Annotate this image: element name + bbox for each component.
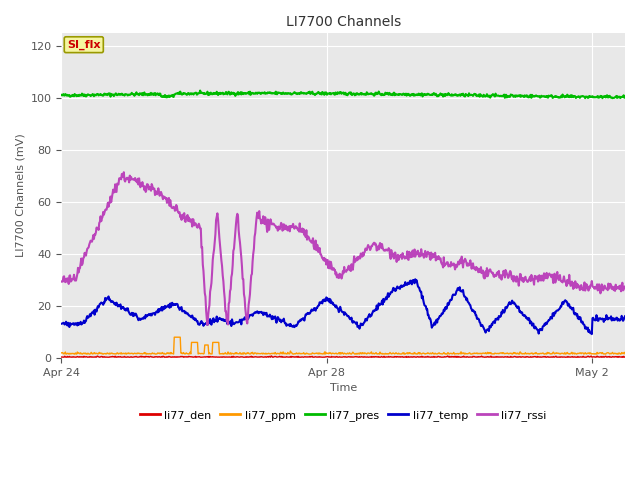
li77_temp [411,280,419,286]
li77_rssi [204,322,211,328]
li77_den [412,354,420,360]
li77_den [193,354,200,360]
li77_pres [394,92,402,98]
li77_ppm [561,351,569,357]
li77_den [502,354,510,360]
li77_ppm [412,350,419,356]
X-axis label: Time: Time [330,383,357,393]
li77_rssi [58,279,65,285]
li77_temp [618,315,626,321]
li77_den [395,354,403,360]
li77_rssi [120,169,127,175]
li77_pres [58,92,65,98]
li77_ppm [502,351,509,357]
Title: LI7700 Channels: LI7700 Channels [285,15,401,29]
Line: li77_temp: li77_temp [61,279,625,334]
li77_pres [119,92,127,97]
li77_rssi [364,242,372,248]
li77_den [268,353,275,359]
li77_rssi [119,174,127,180]
li77_rssi [618,280,626,286]
li77_pres [502,92,509,98]
li77_temp [588,331,596,337]
Line: li77_rssi: li77_rssi [61,172,625,325]
Text: SI_flx: SI_flx [67,39,100,50]
li77_temp [58,321,65,326]
Line: li77_den: li77_den [61,356,625,357]
li77_pres [618,94,626,100]
li77_pres [598,96,606,101]
li77_pres [364,91,371,96]
li77_temp [363,318,371,324]
Y-axis label: LI7700 Channels (mV): LI7700 Channels (mV) [15,133,25,257]
li77_rssi [502,269,510,275]
li77_temp [412,276,419,282]
li77_temp [502,304,509,310]
li77_pres [412,93,419,98]
li77_ppm [394,351,402,357]
li77_rssi [412,250,420,256]
li77_den [119,354,127,360]
li77_den [364,354,372,360]
li77_ppm [58,350,65,356]
li77_ppm [618,350,626,356]
li77_den [621,354,629,360]
li77_den [58,354,65,360]
li77_temp [119,304,127,310]
Line: li77_ppm: li77_ppm [61,337,625,354]
li77_ppm [170,334,178,340]
li77_den [618,354,626,360]
Legend: li77_den, li77_ppm, li77_pres, li77_temp, li77_rssi: li77_den, li77_ppm, li77_pres, li77_temp… [136,406,551,426]
li77_pres [196,88,204,94]
li77_ppm [364,350,371,356]
li77_temp [621,313,629,319]
li77_ppm [119,351,127,357]
li77_rssi [621,285,629,290]
li77_ppm [621,351,629,357]
li77_temp [394,284,401,289]
li77_rssi [395,257,403,263]
Line: li77_pres: li77_pres [61,91,625,98]
li77_pres [621,95,629,100]
